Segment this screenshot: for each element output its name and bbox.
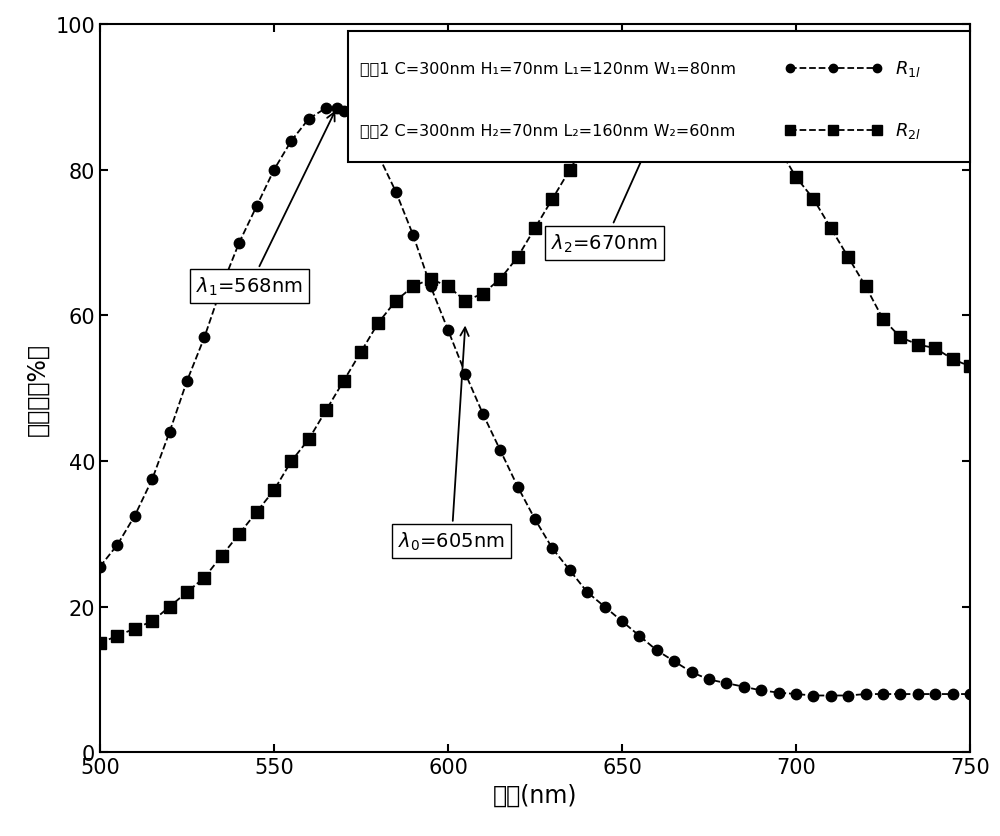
X-axis label: 波长(nm): 波长(nm) [493, 782, 577, 807]
Text: $\lambda_0$=605nm: $\lambda_0$=605nm [398, 328, 505, 553]
Text: $\lambda_1$=568nm: $\lambda_1$=568nm [196, 113, 335, 298]
Y-axis label: 反射率（%）: 反射率（%） [26, 342, 50, 436]
Text: $\lambda_2$=670nm: $\lambda_2$=670nm [551, 69, 683, 254]
